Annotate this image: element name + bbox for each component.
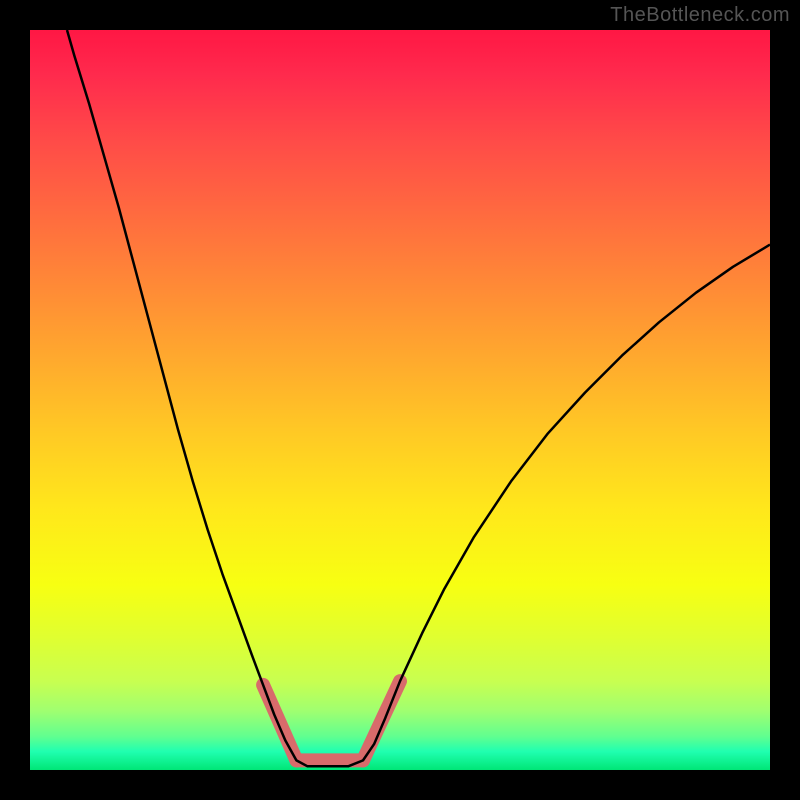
chart-background: [30, 30, 770, 770]
chart-svg: [30, 30, 770, 770]
watermark-text: TheBottleneck.com: [610, 4, 790, 27]
chart-plot-area: [30, 30, 770, 770]
